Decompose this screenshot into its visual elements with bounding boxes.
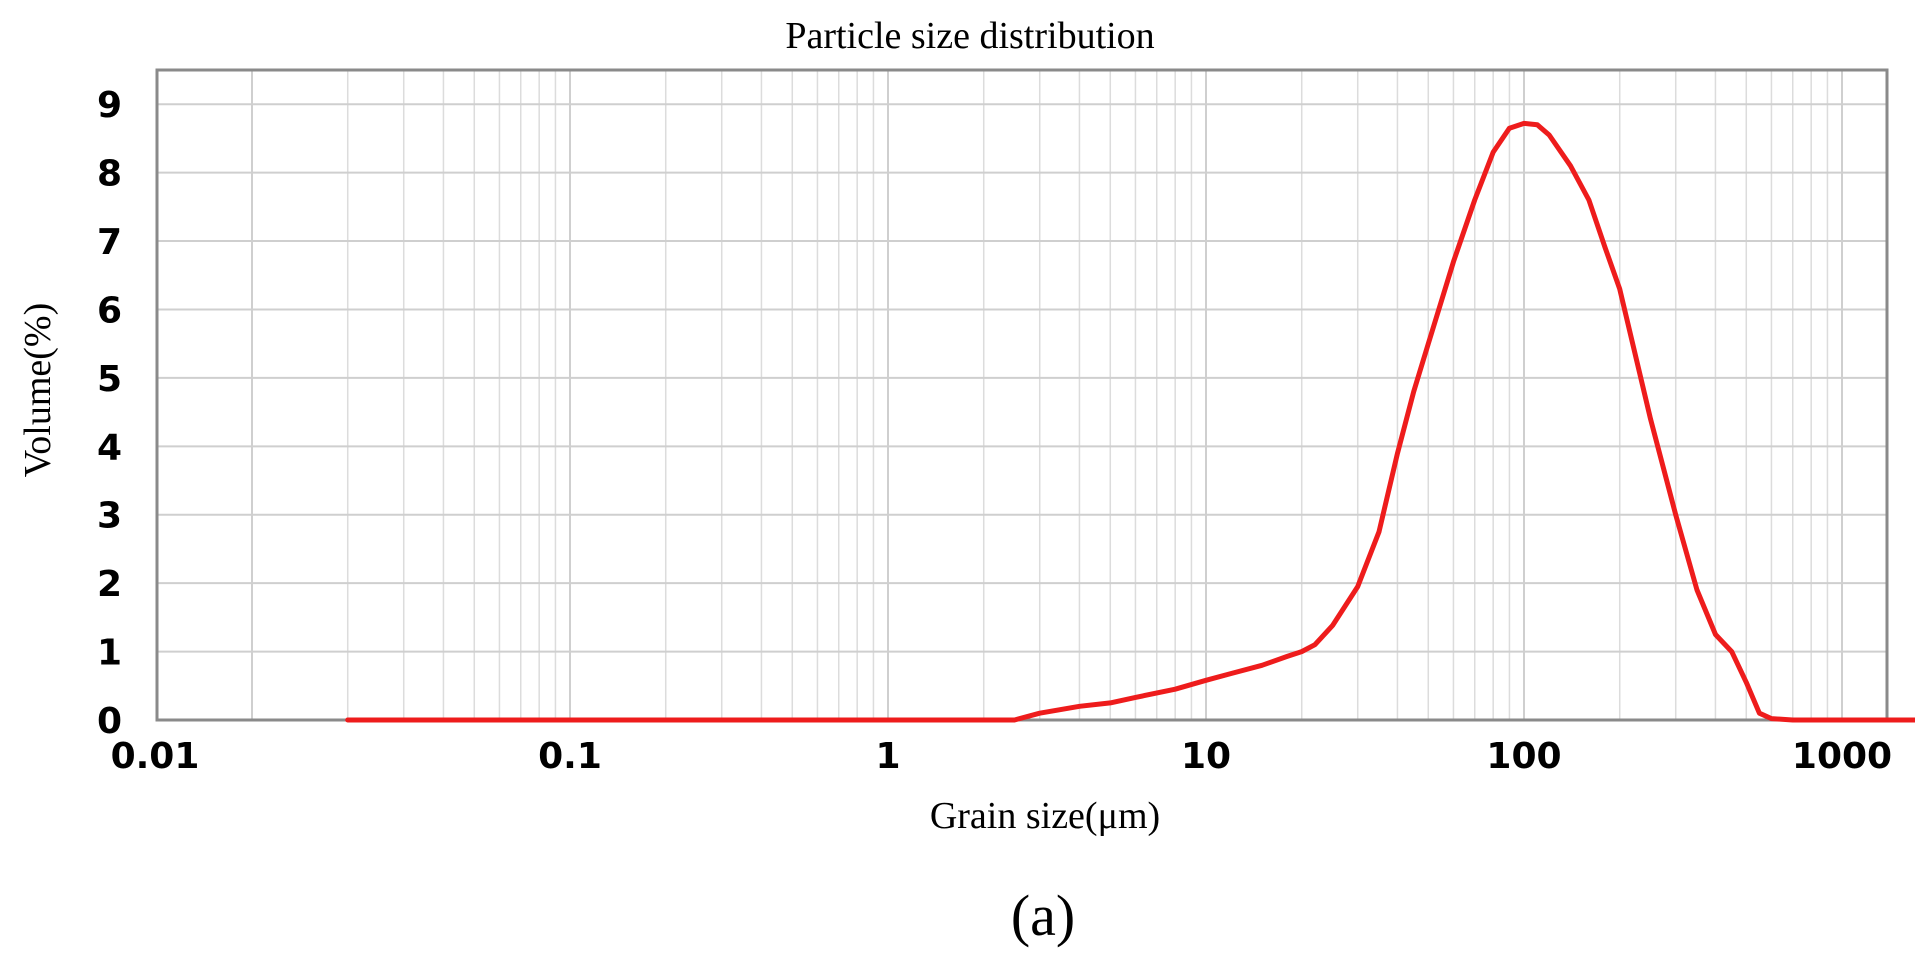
y-tick-label: 1	[97, 633, 122, 674]
x-tick-label: 0.1	[538, 736, 602, 777]
x-tick-label: 100	[1486, 736, 1561, 777]
y-tick-label: 7	[97, 222, 122, 263]
x-tick-label: 0.01	[111, 736, 200, 777]
y-tick-label: 5	[97, 359, 122, 400]
y-tick-label: 4	[97, 427, 122, 468]
y-tick-label: 3	[97, 496, 122, 537]
panel-label: (a)	[1011, 883, 1075, 948]
x-axis-label: Grain size(μm)	[930, 795, 1160, 837]
y-tick-label: 2	[97, 564, 122, 605]
y-tick-labels: 0 1 2 3 4 5 6 7 8 9	[97, 85, 122, 742]
x-tick-label: 1	[875, 736, 900, 777]
y-axis-label: Volume(%)	[17, 303, 59, 478]
x-tick-label: 10	[1181, 736, 1231, 777]
grid-lines	[157, 70, 1887, 721]
y-tick-label: 6	[97, 290, 122, 331]
y-tick-label: 9	[97, 85, 122, 126]
plot-frame	[155, 68, 1889, 722]
x-tick-labels: 0.01 0.1 1 10 100 1000	[111, 736, 1893, 777]
series-line	[345, 120, 1915, 723]
chart-title: Particle size distribution	[785, 15, 1154, 57]
y-tick-label: 0	[97, 701, 122, 742]
y-tick-label: 8	[97, 154, 122, 195]
x-tick-label: 1000	[1792, 736, 1892, 777]
